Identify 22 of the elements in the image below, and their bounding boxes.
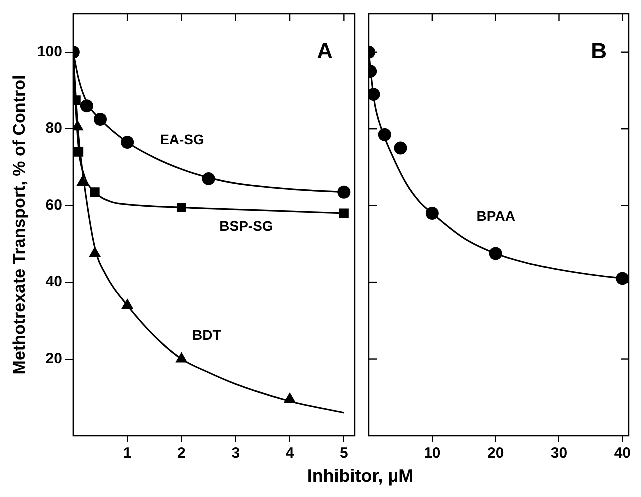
series-label: EA-SG [160, 131, 205, 148]
x-tick-label: 40 [614, 445, 631, 462]
y-tick-label: 60 [46, 196, 62, 214]
x-axis-title: Inhibitor, µM [306, 466, 415, 487]
x-tick-label: 1 [123, 445, 132, 462]
x-tick-label: 4 [286, 445, 295, 462]
y-tick-label: 80 [46, 120, 62, 138]
text: BSP-SG [220, 218, 274, 234]
series-label: BDT [192, 327, 222, 344]
text: B [591, 38, 607, 64]
text: BPAA [476, 208, 516, 224]
y-tick-label: 20 [46, 350, 62, 368]
x-tick-label: 20 [487, 445, 504, 462]
y-axis-title: Methotrexate Transport, % of Control [10, 75, 29, 375]
y-tick-label: 100 [37, 44, 62, 61]
x-tick-label: 2 [178, 445, 186, 462]
y-tick-label: 40 [46, 274, 62, 291]
text: A [317, 38, 334, 64]
x-tick-label: 10 [424, 445, 441, 462]
x-tick-label: 3 [232, 445, 240, 462]
x-tick-label: 30 [550, 445, 568, 462]
x-tick-label: 5 [340, 445, 348, 462]
